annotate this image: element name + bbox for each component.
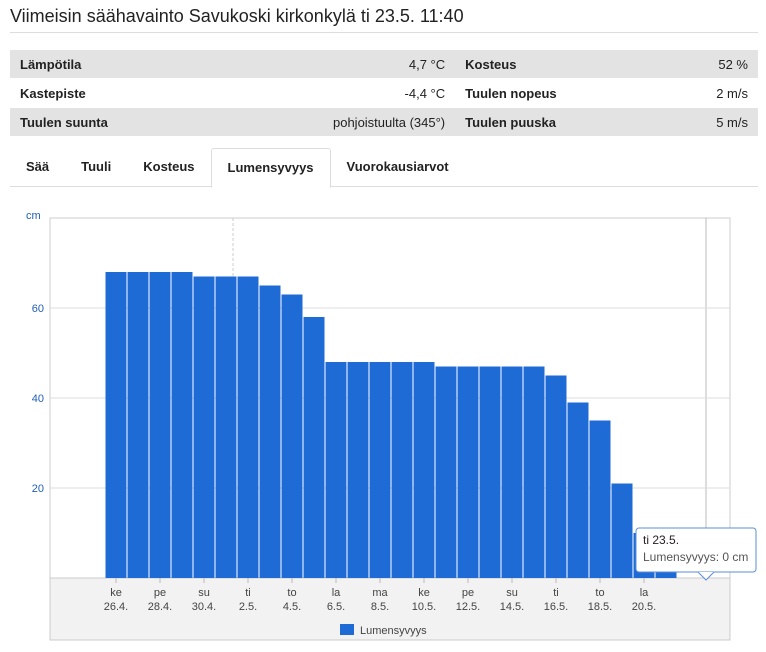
x-tick-label: 8.5.	[371, 601, 389, 613]
x-tick-weekday: ti	[245, 587, 251, 599]
tab[interactable]: Vuorokausiarvot	[346, 159, 449, 174]
bar	[237, 276, 259, 578]
bar	[413, 362, 435, 578]
x-tick-label: 10.5.	[412, 601, 436, 613]
bar	[457, 366, 479, 578]
bar	[611, 483, 633, 578]
bar	[193, 276, 215, 578]
bar	[391, 362, 413, 578]
cell-key: Tuulen suunta	[10, 107, 211, 137]
x-tick-label: 30.4.	[192, 601, 216, 613]
bar	[545, 375, 567, 578]
x-tick-weekday: to	[287, 587, 296, 599]
bar	[303, 317, 325, 578]
x-tick-weekday: su	[506, 587, 518, 599]
x-tick-weekday: la	[640, 587, 649, 599]
x-tick-weekday: to	[595, 587, 604, 599]
bar	[127, 272, 149, 578]
x-tick-label: 20.5.	[632, 601, 656, 613]
cell-key: Tuulen puuska	[455, 107, 662, 137]
bar	[149, 272, 171, 578]
x-tick-label: 16.5.	[544, 601, 568, 613]
x-tick-label: 26.4.	[104, 601, 128, 613]
y-tick-label: 20	[32, 483, 44, 495]
x-tick-weekday: ke	[418, 587, 430, 599]
x-tick-weekday: ti	[553, 587, 559, 599]
tab[interactable]: Kosteus	[143, 159, 195, 174]
bar	[259, 285, 281, 578]
cell-key: Kosteus	[455, 50, 662, 79]
tooltip-text: Lumensyvyys: 0 cm	[643, 550, 748, 564]
bar	[171, 272, 193, 578]
bar	[501, 366, 523, 578]
x-tick-label: 2.5.	[239, 601, 257, 613]
tooltip-pointer	[697, 571, 715, 581]
title: Viimeisin säähavainto Savukoski kirkonky…	[10, 6, 464, 26]
bar	[325, 362, 347, 578]
obs-table: Lämpötila 4,7 °C Kosteus 52 % Kastepiste -4,4…	[10, 50, 758, 137]
cell-value: 5 m/s	[661, 107, 758, 137]
cell-value: pohjoistuulta (345°)	[210, 107, 456, 137]
bar	[281, 294, 303, 578]
bar	[435, 366, 457, 578]
y-axis-label: cm	[26, 210, 41, 222]
table-row: Lämpötila 4,7 °C Kosteus 52 %	[10, 50, 758, 79]
divider	[10, 32, 758, 33]
x-tick-label: 28.4.	[148, 601, 172, 613]
legend-label: Lumensyvyys	[360, 625, 427, 637]
bar	[105, 272, 127, 578]
x-tick-label: 4.5.	[283, 601, 301, 613]
x-tick-weekday: ke	[110, 587, 122, 599]
cell-value: 52 %	[661, 50, 758, 79]
legend-swatch	[340, 624, 354, 635]
x-tick-weekday: pe	[462, 587, 474, 599]
cell-value: 4,7 °C	[210, 50, 456, 79]
cell-key: Lämpötila	[10, 50, 211, 79]
axis-band	[49, 577, 731, 641]
cell-value: -4,4 °C	[210, 78, 456, 108]
cell-key: Kastepiste	[10, 78, 211, 108]
tooltip-title: ti 23.5.	[643, 533, 679, 547]
bar	[347, 362, 369, 578]
cell-key: Tuulen nopeus	[455, 78, 662, 108]
x-tick-label: 14.5.	[500, 601, 524, 613]
tabs: Sää Tuuli Kosteus Lumensyvyys Vuorokausiarvo…	[10, 148, 758, 188]
tab[interactable]: Sää	[26, 159, 50, 174]
x-tick-weekday: la	[332, 587, 341, 599]
cell-value: 2 m/s	[661, 78, 758, 108]
bar	[479, 366, 501, 578]
x-tick-label: 18.5.	[588, 601, 612, 613]
x-tick-weekday: pe	[154, 587, 166, 599]
x-tick-weekday: su	[198, 587, 210, 599]
bar	[215, 276, 237, 578]
bar	[369, 362, 391, 578]
tab[interactable]: Tuuli	[81, 159, 112, 174]
tooltip-box	[635, 527, 757, 573]
x-tick-label: 6.5.	[327, 601, 345, 613]
bar	[589, 420, 611, 578]
table-row: Kastepiste -4,4 °C Tuulen nopeus 2 m/s	[10, 78, 758, 108]
y-tick-label: 60	[32, 303, 44, 315]
x-tick-weekday: ma	[372, 587, 388, 599]
bar	[567, 402, 589, 578]
tab[interactable]: Lumensyvyys	[210, 148, 331, 188]
chart: cm 20 40 60 ke 26.4. pe 28.4. su 30.4. ti 2.5. to 4.…	[26, 210, 757, 641]
bar	[523, 366, 545, 578]
y-tick-label: 40	[32, 393, 44, 405]
table-row: Tuulen suunta pohjoistuulta (345°) Tuulen …	[10, 107, 758, 137]
x-tick-label: 12.5.	[456, 601, 480, 613]
